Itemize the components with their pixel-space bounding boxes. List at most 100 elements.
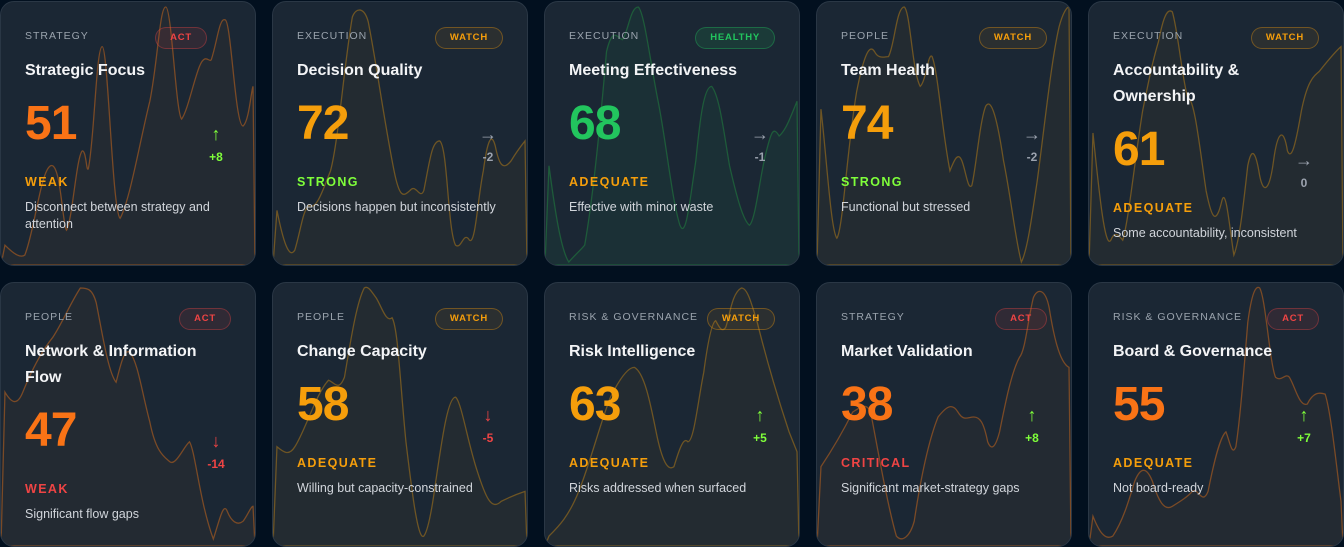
status-badge: ACT xyxy=(995,308,1047,330)
trend-value: +8 xyxy=(1025,431,1039,445)
metric-description: Some accountability, inconsistent xyxy=(1113,226,1297,240)
status-badge: WATCH xyxy=(1250,27,1319,49)
metric-score: 55 xyxy=(1113,378,1165,431)
metric-score: 68 xyxy=(569,97,621,150)
level-label: ADEQUATE xyxy=(1113,201,1194,215)
arrow-up-icon: ↑ xyxy=(1027,405,1037,425)
metric-card-board-governance[interactable]: RISK & GOVERNANCE ACT Board & Governance… xyxy=(1088,282,1344,547)
trend-value: -2 xyxy=(1026,150,1038,164)
trend-value: -2 xyxy=(482,150,494,164)
status-badge: WATCH xyxy=(978,27,1047,49)
metric-title: Strategic Focus xyxy=(25,62,146,79)
trend-value: +5 xyxy=(753,431,767,445)
level-label: CRITICAL xyxy=(841,456,911,470)
category-label: EXECUTION xyxy=(569,30,640,42)
metric-title: Risk Intelligence xyxy=(569,343,696,360)
metric-description: Disconnect between strategy and attentio… xyxy=(25,200,210,231)
metric-description: Effective with minor waste xyxy=(569,200,714,214)
status-badge: WATCH xyxy=(434,308,503,330)
category-label: PEOPLE xyxy=(25,311,74,323)
category-label: STRATEGY xyxy=(25,30,89,42)
arrow-down-icon: ↓ xyxy=(483,405,493,425)
metric-score: 74 xyxy=(841,97,893,150)
metric-title: Change Capacity xyxy=(297,343,427,360)
arrow-down-icon: ↓ xyxy=(211,431,221,451)
metric-card-meeting-effectiveness[interactable]: EXECUTION HEALTHY Meeting Effectiveness … xyxy=(544,1,800,266)
trend-indicator: → -1 xyxy=(745,124,775,164)
arrow-right-icon: → xyxy=(1295,150,1313,170)
metric-description: Functional but stressed xyxy=(841,200,971,214)
category-label: EXECUTION xyxy=(1113,30,1184,42)
category-label: RISK & GOVERNANCE xyxy=(569,311,699,323)
metric-card-risk-intelligence[interactable]: RISK & GOVERNANCE WATCH Risk Intelligenc… xyxy=(544,282,800,547)
trend-indicator: ↑ +8 xyxy=(201,124,231,164)
metric-title: Accountability & Ownership xyxy=(1113,62,1240,105)
trend-indicator: ↓ -5 xyxy=(473,405,503,445)
metric-title: Decision Quality xyxy=(297,62,423,79)
metric-card-market-validation[interactable]: STRATEGY ACT Market Validation 38 ↑ +8 C… xyxy=(816,282,1072,547)
metric-card-strategic-focus[interactable]: STRATEGY ACT Strategic Focus 51 ↑ +8 WEA… xyxy=(0,1,256,266)
arrow-up-icon: ↑ xyxy=(1299,405,1309,425)
level-label: ADEQUATE xyxy=(1113,456,1194,470)
metric-title: Network & Information Flow xyxy=(25,343,197,386)
trend-indicator: ↑ +8 xyxy=(1017,405,1047,445)
trend-indicator: ↑ +5 xyxy=(745,405,775,445)
status-badge: ACT xyxy=(155,27,207,49)
metric-title: Team Health xyxy=(841,62,935,79)
status-badge: WATCH xyxy=(434,27,503,49)
arrow-right-icon: → xyxy=(751,124,769,144)
metric-score: 38 xyxy=(841,378,893,431)
arrow-right-icon: → xyxy=(1023,124,1041,144)
level-label: WEAK xyxy=(25,482,69,496)
trend-indicator: → -2 xyxy=(473,124,503,164)
metric-description: Not board-ready xyxy=(1113,481,1204,495)
trend-value: +7 xyxy=(1297,431,1311,445)
metric-score: 51 xyxy=(25,97,77,150)
trend-value: +8 xyxy=(209,150,223,164)
arrow-up-icon: ↑ xyxy=(755,405,765,425)
metric-card-accountability-ownership[interactable]: EXECUTION WATCH Accountability & Ownersh… xyxy=(1088,1,1344,266)
status-badge: ACT xyxy=(179,308,231,330)
level-label: ADEQUATE xyxy=(569,175,650,189)
metric-score: 58 xyxy=(297,378,349,431)
metric-description: Decisions happen but inconsistently xyxy=(297,200,496,214)
trend-value: 0 xyxy=(1300,176,1308,190)
trend-value: -5 xyxy=(482,431,494,445)
metric-description: Risks addressed when surfaced xyxy=(569,481,747,495)
metric-description: Significant flow gaps xyxy=(25,507,139,521)
trend-indicator: → 0 xyxy=(1289,150,1319,190)
category-label: PEOPLE xyxy=(297,311,346,323)
metric-card-change-capacity[interactable]: PEOPLE WATCH Change Capacity 58 ↓ -5 ADE… xyxy=(272,282,528,547)
arrow-right-icon: → xyxy=(479,124,497,144)
level-label: WEAK xyxy=(25,175,69,189)
metric-score: 47 xyxy=(25,404,77,457)
trend-value: -14 xyxy=(207,457,225,471)
status-badge: HEALTHY xyxy=(695,27,775,49)
trend-indicator: → -2 xyxy=(1017,124,1047,164)
metric-score: 72 xyxy=(297,97,349,150)
metric-description: Willing but capacity-constrained xyxy=(297,481,473,495)
status-badge: WATCH xyxy=(706,308,775,330)
category-label: PEOPLE xyxy=(841,30,890,42)
level-label: STRONG xyxy=(841,175,903,189)
level-label: ADEQUATE xyxy=(569,456,650,470)
category-label: RISK & GOVERNANCE xyxy=(1113,311,1243,323)
category-label: STRATEGY xyxy=(841,311,905,323)
metric-card-network-information-flow[interactable]: PEOPLE ACT Network & Information Flow 47… xyxy=(0,282,256,547)
metric-card-team-health[interactable]: PEOPLE WATCH Team Health 74 → -2 STRONG … xyxy=(816,1,1072,266)
status-badge: ACT xyxy=(1267,308,1319,330)
metric-card-decision-quality[interactable]: EXECUTION WATCH Decision Quality 72 → -2… xyxy=(272,1,528,266)
arrow-up-icon: ↑ xyxy=(211,124,221,144)
level-label: ADEQUATE xyxy=(297,456,378,470)
trend-indicator: ↑ +7 xyxy=(1289,405,1319,445)
metric-title: Meeting Effectiveness xyxy=(569,62,738,79)
trend-indicator: ↓ -14 xyxy=(201,431,231,471)
category-label: EXECUTION xyxy=(297,30,368,42)
metric-score: 61 xyxy=(1113,123,1165,176)
metric-score: 63 xyxy=(569,378,621,431)
metric-description: Significant market-strategy gaps xyxy=(841,481,1020,495)
metric-title: Board & Governance xyxy=(1113,343,1273,360)
level-label: STRONG xyxy=(297,175,359,189)
metric-title: Market Validation xyxy=(841,343,973,360)
trend-value: -1 xyxy=(754,150,766,164)
